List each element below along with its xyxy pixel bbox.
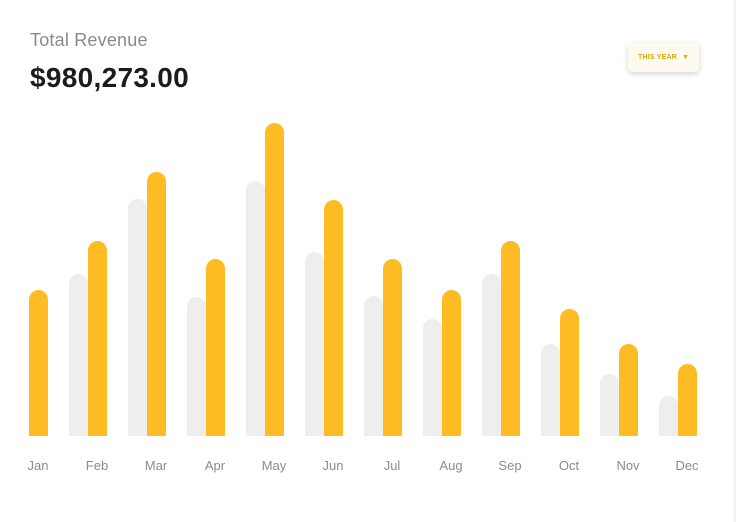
previous-year-bar-dec [659, 396, 678, 436]
previous-year-bar-mar [128, 199, 147, 436]
x-tick-label-jun: Jun [323, 458, 344, 473]
period-dropdown-label: This Year [638, 54, 678, 61]
current-year-bar-apr [206, 259, 225, 436]
x-tick-label-nov: Nov [616, 458, 640, 473]
month-bar-group-sep[interactable] [482, 241, 520, 436]
current-year-bar-may [265, 123, 284, 436]
previous-year-bar-sep [482, 274, 501, 436]
total-revenue-value: $980,273.00 [30, 62, 190, 93]
current-year-bar-mar [147, 172, 166, 436]
x-tick-label-mar: Mar [145, 458, 168, 473]
current-year-bar-nov [619, 344, 638, 436]
previous-year-bar-jul [364, 296, 383, 436]
x-tick-label-oct: Oct [559, 458, 580, 473]
period-dropdown[interactable]: This Year ▼ [628, 43, 699, 72]
current-year-bar-oct [560, 309, 579, 436]
previous-year-bar-nov [600, 374, 619, 436]
x-tick-label-jan: Jan [28, 458, 49, 473]
previous-year-bar-jun [305, 252, 324, 436]
previous-year-bar-may [246, 181, 265, 436]
month-bar-group-dec[interactable] [659, 364, 697, 436]
current-year-bar-jul [383, 259, 402, 436]
current-year-bar-jun [324, 200, 343, 436]
month-bar-group-feb[interactable] [69, 241, 107, 436]
previous-year-bar-oct [541, 344, 560, 436]
current-year-bar-feb [88, 241, 107, 436]
current-year-bar-jan [29, 290, 48, 436]
previous-year-bar-apr [187, 297, 206, 436]
current-year-bar-aug [442, 290, 461, 436]
previous-year-bar-feb [69, 274, 88, 436]
card-edge [732, 0, 736, 522]
x-tick-label-apr: Apr [205, 458, 226, 473]
month-bar-group-jun[interactable] [305, 200, 343, 436]
month-bar-group-nov[interactable] [600, 344, 638, 436]
month-bar-group-aug[interactable] [423, 290, 461, 436]
month-bar-group-apr[interactable] [187, 259, 225, 436]
x-tick-label-aug: Aug [439, 458, 462, 473]
current-year-bar-sep [501, 241, 520, 436]
x-tick-label-feb: Feb [86, 458, 108, 473]
current-year-bar-dec [678, 364, 697, 436]
x-tick-label-sep: Sep [498, 458, 521, 473]
x-tick-label-jul: Jul [384, 458, 401, 473]
month-bar-group-may[interactable] [246, 123, 284, 436]
month-bar-group-jan[interactable] [29, 290, 48, 436]
chevron-down-icon: ▼ [682, 54, 689, 61]
x-tick-label-dec: Dec [675, 458, 699, 473]
previous-year-bar-aug [423, 319, 442, 436]
card-title: Total Revenue [30, 30, 148, 50]
x-tick-label-may: May [262, 458, 287, 473]
month-bar-group-mar[interactable] [128, 172, 166, 436]
month-bar-group-jul[interactable] [364, 259, 402, 436]
month-bar-group-oct[interactable] [541, 309, 579, 436]
